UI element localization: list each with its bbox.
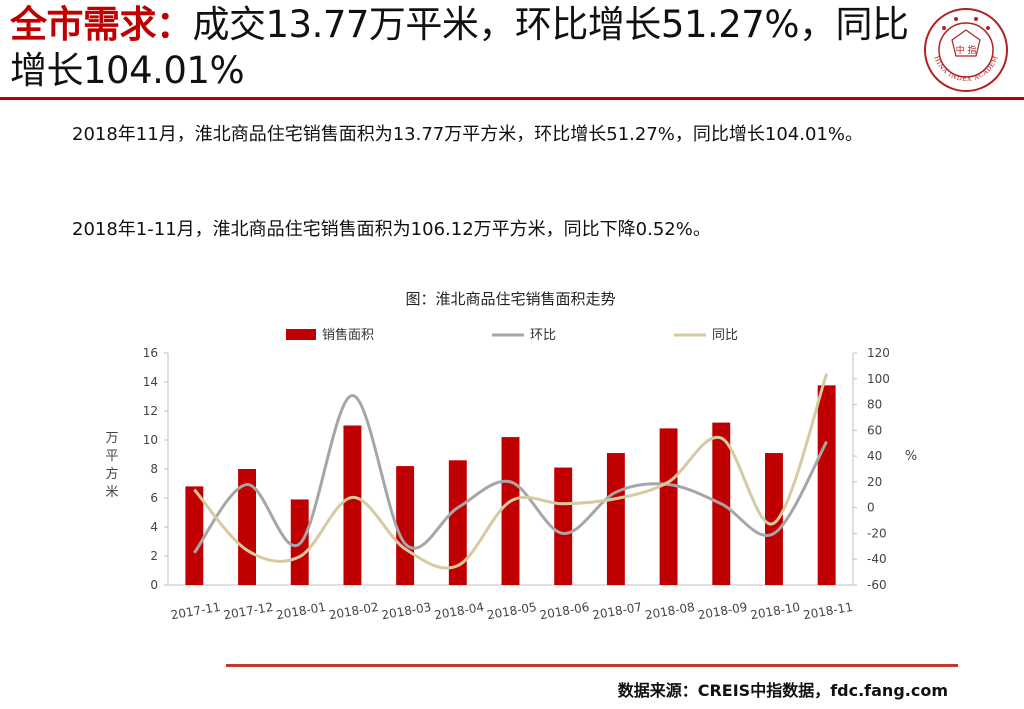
bar-sales-area bbox=[606, 453, 625, 585]
right-tick-label: -20 bbox=[867, 526, 887, 540]
china-index-academy-logo-icon: CHINA INDEX ACADEMY 中 指 bbox=[922, 6, 1008, 92]
x-tick-label: 2018-04 bbox=[433, 600, 485, 622]
legend-label: 环比 bbox=[530, 328, 556, 343]
x-tick-label: 2018-07 bbox=[591, 600, 643, 622]
legend-label: 销售面积 bbox=[322, 327, 374, 343]
y-axis-label-char: 平 bbox=[105, 449, 118, 464]
bar-sales-area bbox=[554, 467, 573, 585]
right-tick-label: 100 bbox=[867, 372, 890, 386]
x-tick-label: 2017-11 bbox=[170, 600, 222, 622]
left-tick-label: 16 bbox=[143, 346, 158, 360]
logo-ring-text: CHINA INDEX ACADEMY bbox=[922, 6, 999, 83]
x-tick-label: 2018-05 bbox=[486, 600, 538, 622]
summary-paragraph-ytd: 2018年1-11月，淮北商品住宅销售面积为106.12万平方米，同比下降0.5… bbox=[72, 219, 711, 240]
slide-title-highlight: 全市需求： bbox=[10, 3, 193, 46]
line-mom bbox=[193, 394, 828, 554]
x-tick-label: 2018-01 bbox=[275, 600, 327, 622]
left-tick-label: 8 bbox=[150, 462, 158, 476]
logo-center-text: 中 指 bbox=[956, 44, 977, 56]
x-tick-label: 2018-10 bbox=[749, 600, 801, 622]
svg-text:CHINA INDEX ACADEMY: CHINA INDEX ACADEMY bbox=[922, 6, 1000, 83]
footer-divider bbox=[226, 664, 958, 667]
x-tick-label: 2018-03 bbox=[381, 600, 433, 622]
data-source-note: 数据来源：CREIS中指数据，fdc.fang.com bbox=[617, 681, 948, 700]
right-tick-label: 0 bbox=[867, 501, 875, 515]
x-tick-label: 2018-08 bbox=[644, 600, 696, 622]
right-tick-label: 120 bbox=[867, 346, 890, 360]
y-axis-label-char: 方 bbox=[105, 466, 118, 482]
legend-bar-swatch bbox=[286, 329, 316, 340]
right-tick-label: 60 bbox=[867, 423, 882, 437]
right-tick-label: -60 bbox=[867, 578, 887, 592]
left-tick-label: 14 bbox=[143, 375, 158, 389]
title-divider bbox=[0, 97, 1024, 100]
slide-title: 全市需求：成交13.77万平米，环比增长51.27%，同比增长104.01% bbox=[10, 2, 910, 94]
bar-sales-area bbox=[238, 469, 256, 585]
left-tick-label: 4 bbox=[150, 520, 158, 534]
y-axis-label-char: 米 bbox=[105, 485, 118, 500]
bar-sales-area bbox=[817, 385, 836, 585]
slide-title-text: 成交13.77万平米，环比增长51.27%，同比增长104.01% bbox=[10, 3, 909, 92]
left-tick-label: 2 bbox=[150, 549, 158, 563]
y-axis-label-char: 万 bbox=[105, 431, 118, 446]
right-tick-label: 40 bbox=[867, 449, 882, 463]
chart-title: 图：淮北商品住宅销售面积走势 bbox=[405, 290, 615, 308]
bar-sales-area bbox=[185, 486, 204, 585]
summary-paragraph-monthly: 2018年11月，淮北商品住宅销售面积为13.77万平方米，环比增长51.27%… bbox=[72, 124, 863, 145]
y2-axis-label: % bbox=[905, 449, 917, 464]
bar-sales-area bbox=[343, 425, 362, 585]
left-tick-label: 0 bbox=[150, 578, 158, 592]
left-tick-label: 12 bbox=[143, 404, 158, 418]
right-tick-label: 20 bbox=[867, 475, 882, 489]
bar-sales-area bbox=[396, 466, 415, 585]
bar-sales-area bbox=[501, 437, 520, 585]
x-tick-label: 2018-09 bbox=[697, 600, 749, 622]
left-tick-label: 10 bbox=[143, 433, 158, 447]
bar-sales-area bbox=[448, 460, 467, 585]
bar-sales-area bbox=[765, 453, 783, 585]
x-tick-label: 2018-06 bbox=[539, 600, 591, 622]
bar-sales-area bbox=[659, 428, 678, 585]
x-tick-label: 2018-11 bbox=[802, 600, 854, 622]
right-tick-label: -40 bbox=[867, 552, 887, 566]
x-tick-label: 2018-02 bbox=[328, 600, 380, 622]
line-yoy bbox=[193, 373, 829, 570]
legend-label: 同比 bbox=[712, 328, 738, 343]
right-tick-label: 80 bbox=[867, 398, 882, 412]
x-tick-label: 2017-12 bbox=[222, 600, 274, 622]
left-tick-label: 6 bbox=[150, 491, 158, 505]
